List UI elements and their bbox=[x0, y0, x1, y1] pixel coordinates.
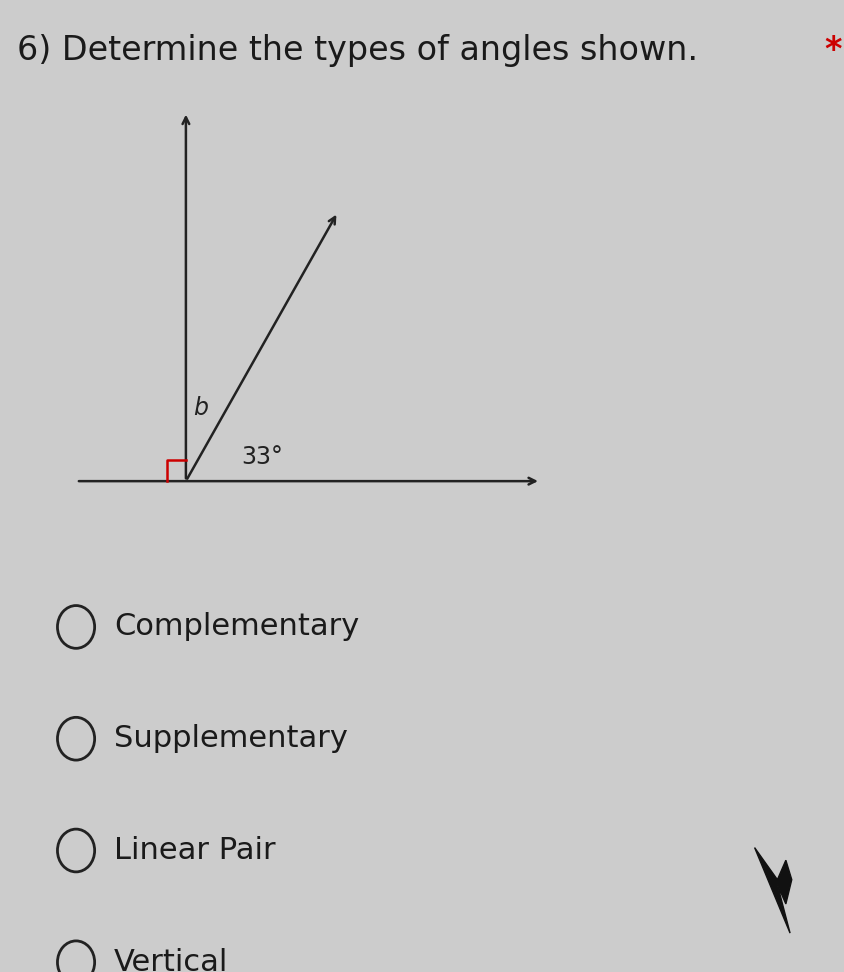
Text: 6) Determine the types of angles shown.: 6) Determine the types of angles shown. bbox=[17, 34, 708, 67]
Text: b: b bbox=[193, 397, 208, 420]
Text: Complementary: Complementary bbox=[114, 612, 359, 642]
Text: Vertical: Vertical bbox=[114, 948, 228, 972]
Text: Linear Pair: Linear Pair bbox=[114, 836, 275, 865]
Text: *: * bbox=[823, 34, 841, 67]
Polygon shape bbox=[754, 848, 791, 933]
Text: Supplementary: Supplementary bbox=[114, 724, 348, 753]
Text: 33°: 33° bbox=[241, 445, 283, 469]
